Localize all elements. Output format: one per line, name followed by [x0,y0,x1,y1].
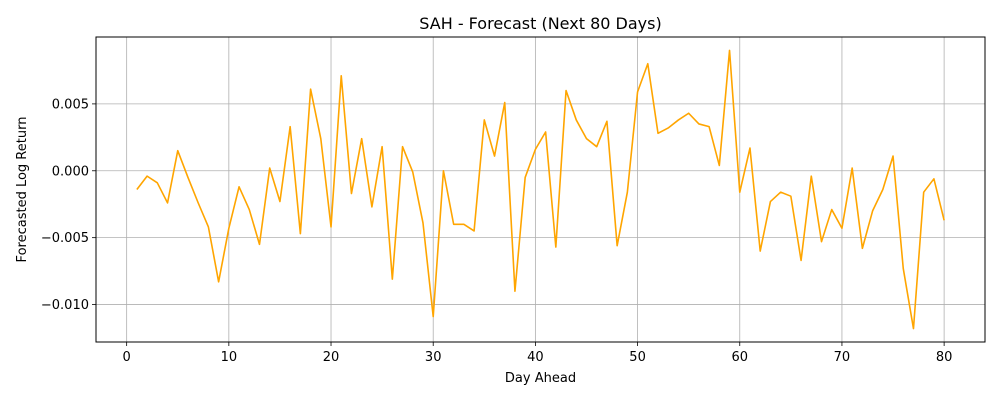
plot-frame [95,36,986,343]
x-tick-label: 60 [731,350,748,365]
y-tick-label: 0.000 [52,164,89,179]
x-tick-label: 20 [323,350,340,365]
x-tick-label: 40 [527,350,544,365]
x-axis-label: Day Ahead [505,371,576,386]
forecast-series-line [136,49,945,330]
x-tick-label: 70 [834,350,851,365]
y-tick-label: −0.010 [41,298,89,313]
x-axis: 0 10 20 30 40 50 60 70 80 [123,342,953,365]
x-tick-label: 30 [425,350,442,365]
x-tick-label: 80 [936,350,953,365]
y-tick-label: −0.005 [41,231,89,246]
y-tick-label: 0.005 [52,97,89,112]
plot-area [136,49,945,330]
x-tick-label: 10 [221,350,238,365]
x-tick-label: 50 [629,350,646,365]
grid [96,37,985,342]
chart-title: SAH - Forecast (Next 80 Days) [419,14,661,33]
y-axis-label: Forecasted Log Return [15,117,30,263]
x-tick-label: 0 [123,350,131,365]
y-axis: −0.010 −0.005 0.000 0.005 [41,97,96,313]
